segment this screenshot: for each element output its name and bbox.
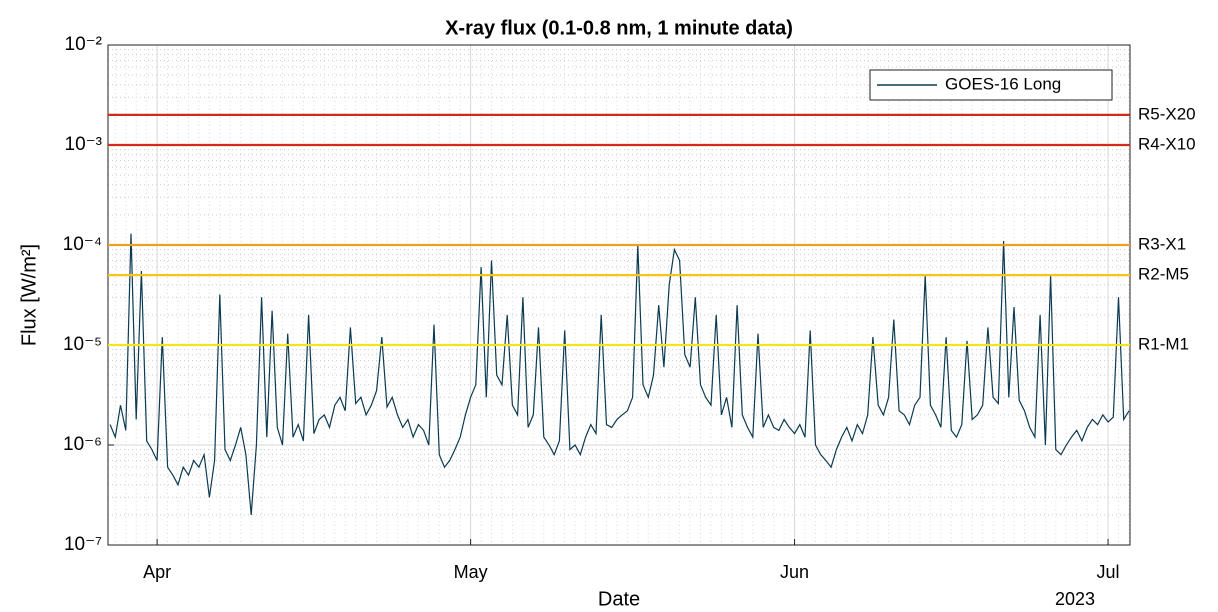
y-axis-label: Flux [W/m²] bbox=[18, 244, 40, 346]
x-tick-label: Apr bbox=[143, 562, 171, 582]
x-year-label: 2023 bbox=[1055, 589, 1095, 609]
threshold-label: R1-M1 bbox=[1138, 334, 1189, 353]
threshold-label: R4-X10 bbox=[1138, 134, 1196, 153]
x-tick-label: May bbox=[454, 562, 488, 582]
y-tick-label: 10⁻² bbox=[65, 34, 103, 55]
y-tick-label: 10⁻⁴ bbox=[63, 234, 102, 255]
y-tick-label: 10⁻⁵ bbox=[63, 334, 102, 355]
y-tick-label: 10⁻⁶ bbox=[63, 434, 102, 455]
x-tick-label: Jun bbox=[780, 562, 809, 582]
y-tick-label: 10⁻⁷ bbox=[64, 534, 102, 555]
threshold-label: R3-X1 bbox=[1138, 234, 1186, 253]
threshold-label: R2-M5 bbox=[1138, 265, 1189, 284]
legend-label: GOES-16 Long bbox=[945, 74, 1061, 93]
x-axis-label: Date bbox=[598, 588, 640, 610]
plot-frame bbox=[107, 44, 1131, 546]
y-tick-label: 10⁻³ bbox=[65, 134, 103, 155]
threshold-label: R5-X20 bbox=[1138, 104, 1196, 123]
data-line bbox=[109, 233, 1130, 515]
chart-title: X-ray flux (0.1-0.8 nm, 1 minute data) bbox=[445, 17, 793, 39]
x-tick-label: Jul bbox=[1097, 562, 1120, 582]
